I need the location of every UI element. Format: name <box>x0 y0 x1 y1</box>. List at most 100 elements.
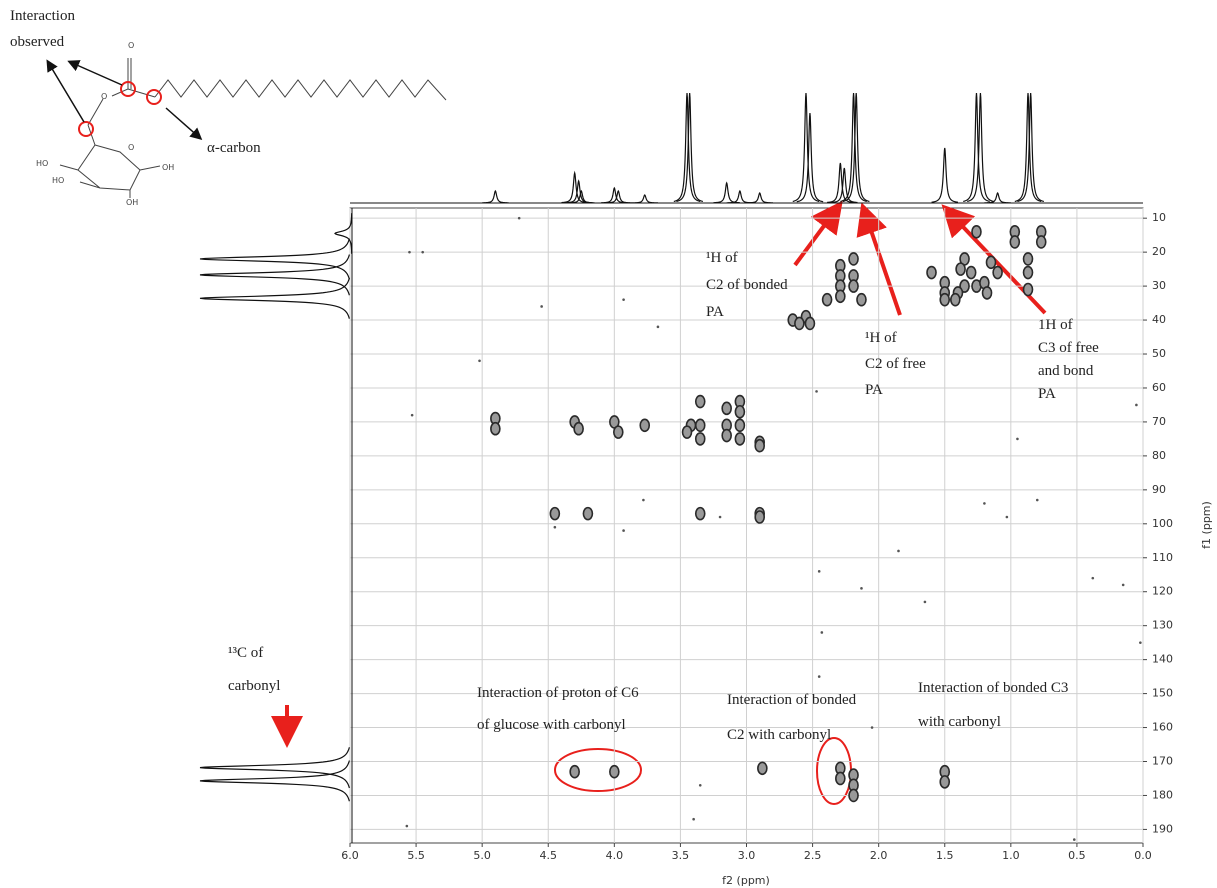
f2-projection-peak <box>842 92 870 203</box>
cross-peak <box>569 764 580 779</box>
x-tick-label: 1.5 <box>936 849 954 862</box>
f2-projection-peak <box>676 92 704 203</box>
annotation: C2 with carbonyl <box>727 727 831 743</box>
annotation: ¹H of <box>706 250 738 266</box>
x-tick-label: 2.0 <box>870 849 888 862</box>
f2-projection-peak <box>984 192 1011 204</box>
y-tick-label: 90 <box>1152 483 1166 496</box>
f2-projection-peak <box>568 189 595 204</box>
noise-peak <box>1135 403 1138 407</box>
y-tick-label: 70 <box>1152 415 1166 428</box>
structure-label: OH <box>162 163 174 172</box>
noise-peak <box>656 325 660 329</box>
structure <box>59 58 447 198</box>
y-tick-label: 160 <box>1152 721 1173 734</box>
noise-peak <box>718 515 722 519</box>
structure-label: OH <box>126 198 138 207</box>
f2-projection-peak <box>792 92 820 203</box>
annotation: Interaction of proton of C6 <box>477 685 639 701</box>
y-tick-label: 150 <box>1152 687 1173 700</box>
f1-projection-peak <box>199 277 350 319</box>
noise-peak <box>622 298 625 301</box>
annotation: and bond <box>1038 363 1094 379</box>
f1-projection-peak <box>199 254 350 296</box>
cross-peak <box>965 265 977 280</box>
x-tick-label: 2.5 <box>804 849 822 862</box>
y-tick-label: 100 <box>1152 517 1173 530</box>
cross-peak <box>694 432 706 446</box>
x-tick-label: 3.0 <box>738 849 756 862</box>
annotation: with carbonyl <box>918 714 1001 730</box>
f2-projection-peak <box>713 181 740 204</box>
cross-peak <box>971 224 982 239</box>
y-tick-label: 60 <box>1152 381 1166 394</box>
cross-peak <box>939 775 951 789</box>
y-tick-label: 30 <box>1152 279 1166 292</box>
annotation: C2 of bonded <box>706 277 788 293</box>
f2-projection-peak <box>840 92 867 203</box>
noise-peak <box>408 250 411 254</box>
noise-peak <box>860 587 863 590</box>
cross-peak <box>821 292 833 307</box>
noise-peak <box>692 817 695 821</box>
cross-peak <box>757 761 768 776</box>
annotation: carbonyl <box>228 678 280 694</box>
f2-projection-peak <box>967 92 994 203</box>
annotation: PA <box>1038 386 1056 402</box>
y-axis-label: f1 (ppm) <box>1200 501 1213 549</box>
noise-peak <box>815 390 818 393</box>
f2-projection-peak <box>827 162 854 204</box>
cross-peak <box>639 418 651 433</box>
cross-peak <box>926 265 937 280</box>
cross-peak <box>939 292 951 307</box>
f1-projection-peak <box>334 213 353 254</box>
cross-peak <box>721 401 732 416</box>
noise-peak <box>1072 838 1076 841</box>
f1-projection-peak <box>199 238 350 280</box>
cross-peak <box>694 506 706 521</box>
y-tick-label: 120 <box>1152 585 1173 598</box>
noise-peak <box>642 498 645 502</box>
annotation: of glucose with carbonyl <box>477 717 626 733</box>
x-tick-label: 4.0 <box>606 849 624 862</box>
noise-peak <box>1035 498 1039 502</box>
cross-peak <box>754 438 766 453</box>
cross-peak <box>1035 235 1047 249</box>
x-tick-label: 0.0 <box>1134 849 1152 862</box>
annotation: observed <box>10 34 65 50</box>
cross-peak <box>848 252 859 266</box>
y-tick-label: 10 <box>1152 211 1166 224</box>
cross-peak <box>848 788 859 803</box>
noise-peak <box>1121 583 1125 587</box>
cross-peak <box>835 771 846 786</box>
cross-peak <box>794 316 805 331</box>
x-axis-label: f2 (ppm) <box>722 874 770 887</box>
cross-peak <box>681 425 693 439</box>
noise-peak <box>553 525 557 529</box>
x-tick-label: 6.0 <box>341 849 359 862</box>
cross-peak <box>734 404 746 419</box>
cross-peak <box>754 510 766 524</box>
cross-peak <box>549 506 561 521</box>
annotation: ¹H of <box>865 330 897 346</box>
y-tick-label: 80 <box>1152 449 1166 462</box>
cross-peak <box>981 286 993 300</box>
noise-peak <box>820 631 824 634</box>
structure-label: HO <box>36 159 48 168</box>
noise-peak <box>478 359 481 363</box>
cross-peak <box>955 262 966 276</box>
cross-peak <box>612 425 624 439</box>
noise-peak <box>1005 515 1009 519</box>
cross-peak <box>992 265 1003 280</box>
x-tick-label: 0.5 <box>1068 849 1086 862</box>
cross-peak <box>1022 252 1034 266</box>
cross-peak <box>1022 265 1034 280</box>
f2-projection-peak <box>931 147 959 203</box>
annotation: Interaction of bonded <box>727 692 857 708</box>
cross-peak <box>1022 282 1034 297</box>
noise-peak <box>983 502 986 505</box>
cross-peak <box>950 292 961 307</box>
annotation: C3 of free <box>1038 340 1099 356</box>
noise-peak <box>817 675 821 678</box>
